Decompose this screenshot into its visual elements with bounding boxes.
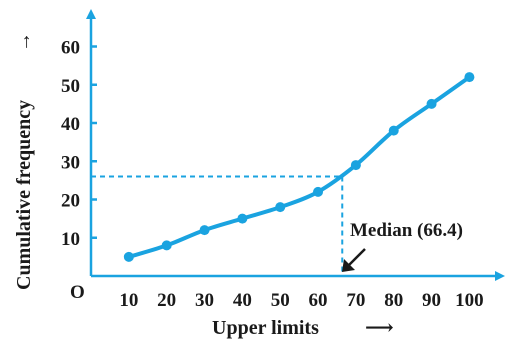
x-tick-label: 40 <box>233 290 252 311</box>
origin-label: O <box>70 282 85 303</box>
x-axis-title-text: Upper limits <box>212 317 319 339</box>
y-tick-label: 30 <box>61 152 80 173</box>
y-tick-label: 20 <box>61 191 80 212</box>
x-tick-label: 50 <box>271 290 290 311</box>
x-tick-label: 90 <box>422 290 441 311</box>
y-axis-title-text: Cumulative frequency <box>13 100 35 290</box>
y-ticks: 10 20 30 40 50 60 <box>61 38 97 250</box>
x-tick-label: 100 <box>455 290 484 311</box>
median-arrow-shaft <box>347 248 366 267</box>
data-point <box>199 225 210 236</box>
x-ticks: 10 20 30 40 50 60 70 80 90 100 <box>119 290 483 311</box>
y-tick-label: 40 <box>61 114 80 135</box>
data-point <box>388 125 399 136</box>
x-tick-label: 20 <box>157 290 176 311</box>
y-tick-label: 60 <box>61 38 80 59</box>
data-point <box>275 202 286 213</box>
data-point <box>123 251 134 262</box>
y-axis-title: Cumulative frequency → <box>13 32 35 290</box>
x-axis-title-arrow: ⟶ <box>365 317 394 339</box>
data-points <box>123 72 475 262</box>
data-point <box>350 160 361 171</box>
x-tick-label: 60 <box>309 290 328 311</box>
median-label: Median (66.4) <box>350 220 463 241</box>
data-point <box>464 72 475 83</box>
y-tick-label: 10 <box>61 229 80 250</box>
x-tick-label: 80 <box>384 290 403 311</box>
data-point <box>237 213 248 224</box>
data-point <box>426 98 437 109</box>
x-tick-label: 30 <box>195 290 214 311</box>
median-arrow-head <box>342 259 355 272</box>
y-tick-label: 50 <box>61 76 80 97</box>
data-point <box>161 240 172 251</box>
x-tick-label: 10 <box>119 290 138 311</box>
ogive-line <box>126 75 472 259</box>
y-axis-title-arrow: → <box>13 32 35 52</box>
data-point <box>313 186 324 197</box>
x-tick-label: 70 <box>346 290 365 311</box>
x-axis-title: Upper limits ⟶ <box>212 317 394 339</box>
